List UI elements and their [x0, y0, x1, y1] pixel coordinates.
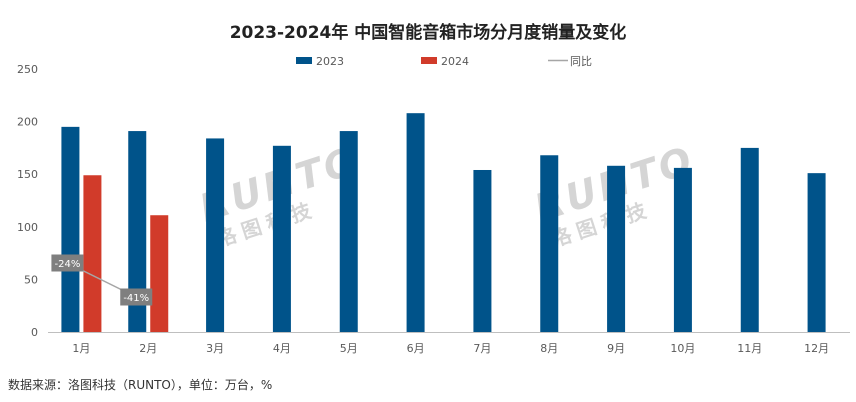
legend-label-yoy: 同比: [570, 55, 592, 68]
legend-swatch-2024: [421, 57, 437, 64]
bar-2023-3月: [206, 138, 225, 332]
bar-2024-2月: [150, 215, 169, 332]
legend-label-2023: 2023: [316, 55, 344, 68]
x-tick-label: 6月: [407, 342, 425, 355]
bar-2023-12月: [807, 173, 826, 332]
bar-2023-2月: [128, 131, 147, 332]
legend-label-2024: 2024: [441, 55, 469, 68]
bar-2023-1月: [61, 126, 80, 332]
y-axis: 0 50 100 150 200 250: [17, 63, 38, 339]
yoy-data-label-2: -41%: [123, 293, 149, 304]
yoy-line-group: -24% -41%: [51, 254, 153, 306]
chart-title: 2023-2024年 中国智能音箱市场分月度销量及变化: [230, 22, 627, 43]
bar-2023-7月: [473, 169, 492, 332]
bar-2023-8月: [540, 155, 559, 332]
y-tick-label: 50: [24, 273, 38, 286]
bar-2023-5月: [339, 131, 358, 332]
x-tick-label: 3月: [206, 342, 224, 355]
bar-2023-11月: [740, 147, 759, 332]
x-tick-label: 1月: [72, 342, 90, 355]
bar-2024-1月: [83, 175, 102, 332]
y-tick-label: 0: [31, 326, 38, 339]
watermarks: RUNTO洛图科技RUNTO洛图科技: [194, 138, 700, 252]
yoy-label-box-1: [51, 254, 84, 272]
y-tick-label: 250: [17, 63, 38, 76]
x-tick-label: 5月: [340, 342, 358, 355]
x-tick-label: 9月: [607, 342, 625, 355]
y-tick-label: 150: [17, 168, 38, 181]
x-tick-label: 2月: [139, 342, 157, 355]
bar-2023-4月: [272, 145, 291, 332]
legend-swatch-2023: [296, 57, 312, 64]
x-tick-label: 7月: [473, 342, 491, 355]
x-tick-label: 8月: [540, 342, 558, 355]
x-axis: 1月 2月 3月 4月 5月 6月 7月 8月 9月 10月 11月 12月: [48, 332, 850, 355]
x-tick-label: 11月: [737, 342, 762, 355]
yoy-data-label-1: -24%: [54, 259, 80, 270]
bars: [61, 113, 826, 333]
source-note: 数据来源：洛图科技（RUNTO），单位：万台，%: [8, 377, 272, 392]
bar-2023-10月: [673, 167, 692, 332]
y-tick-label: 200: [17, 116, 38, 129]
x-tick-label: 12月: [804, 342, 829, 355]
yoy-label-box-2: [120, 288, 153, 306]
y-tick-label: 100: [17, 221, 38, 234]
x-tick-label: 10月: [670, 342, 695, 355]
x-tick-label: 4月: [273, 342, 291, 355]
bar-2023-9月: [607, 165, 626, 332]
bar-2023-6月: [406, 113, 425, 333]
legend: 2023 2024 同比: [296, 55, 592, 68]
